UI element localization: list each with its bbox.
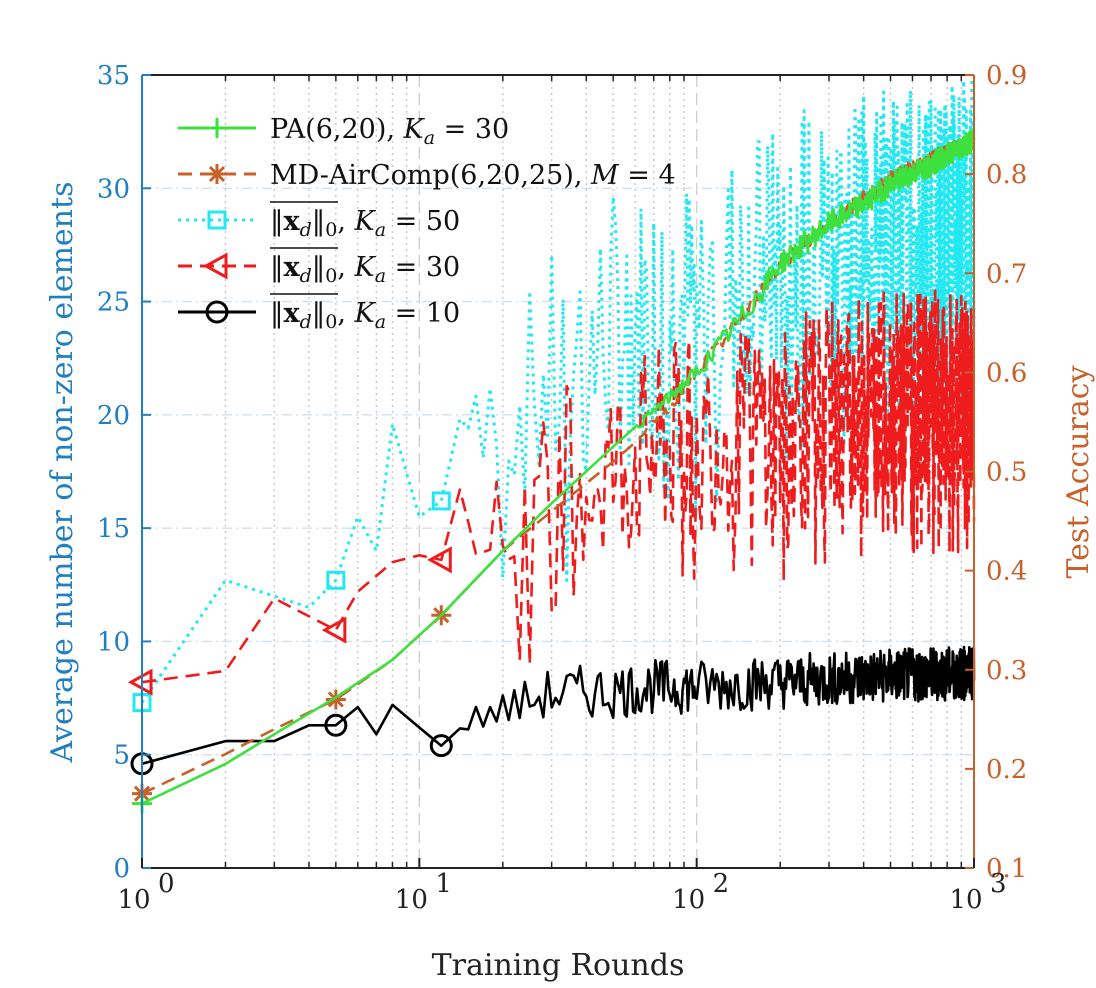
legend-marker-md [207, 164, 227, 184]
legend-label-ka30: ‖xd‖0, Ka = 30 [270, 252, 460, 287]
series-marker-ka10 [324, 713, 348, 737]
series-marker-ka50 [326, 570, 346, 590]
right-tick-label: 0.7 [986, 259, 1027, 289]
left-tick-label: 15 [97, 514, 130, 544]
series-marker-md [325, 689, 346, 710]
x-axis-title: Training Rounds [432, 948, 685, 983]
right-tick-label: 0.6 [986, 358, 1027, 388]
legend-marker-ka50 [207, 210, 227, 230]
tick-labels: 051015202530350.10.20.30.40.50.60.70.80.… [97, 61, 1027, 915]
right-tick-label: 0.4 [986, 557, 1027, 587]
series-marker-ka30 [321, 616, 347, 644]
series-marker-ka50 [431, 491, 451, 511]
left-tick-label: 0 [113, 854, 130, 884]
right-tick-label: 0.1 [986, 854, 1027, 884]
series-line-ka10 [141, 645, 976, 766]
series-marker-ka10 [429, 734, 453, 758]
series-line-ka30 [141, 289, 976, 684]
left-tick-label: 10 [97, 627, 130, 657]
x-tick-exponent: 2 [713, 869, 730, 899]
x-tick-label: 10 [672, 885, 705, 915]
right-tick-label: 0.3 [986, 656, 1027, 686]
legend-label-pa: PA(6,20), Ka = 30 [270, 114, 509, 149]
legend-marker-ka30 [202, 252, 228, 280]
right-tick-label: 0.5 [986, 458, 1027, 488]
x-tick-exponent: 3 [990, 869, 1007, 899]
right-axis-title: Test Accuracy [1061, 365, 1096, 578]
left-tick-label: 35 [97, 61, 130, 91]
legend: PA(6,20), Ka = 30 MD-AirComp(6,20,25), M … [178, 114, 676, 333]
legend-marker-ka10 [205, 300, 229, 324]
x-tick-label: 10 [117, 885, 150, 915]
series-layer [127, 77, 976, 814]
left-tick-label: 25 [97, 288, 130, 318]
right-tick-label: 0.8 [986, 160, 1027, 190]
left-axis-title: Average number of non-zero elements [45, 182, 80, 764]
left-tick-label: 5 [113, 741, 130, 771]
x-tick-exponent: 0 [158, 869, 175, 899]
x-tick-label: 10 [395, 885, 428, 915]
left-tick-label: 30 [97, 174, 130, 204]
x-tick-label: 10 [949, 885, 982, 915]
series-line-pa [141, 128, 976, 805]
legend-marker-pa [207, 118, 227, 138]
x-tick-exponent: 1 [435, 869, 452, 899]
right-tick-label: 0.9 [986, 61, 1027, 91]
legend-label-ka50: ‖xd‖0, Ka = 50 [270, 206, 460, 241]
left-tick-label: 20 [97, 401, 130, 431]
series-marker-ka30 [427, 546, 452, 574]
right-tick-label: 0.2 [986, 755, 1027, 785]
legend-label-md: MD-AirComp(6,20,25), M = 4 [270, 160, 676, 191]
legend-label-ka10: ‖xd‖0, Ka = 10 [270, 298, 460, 333]
